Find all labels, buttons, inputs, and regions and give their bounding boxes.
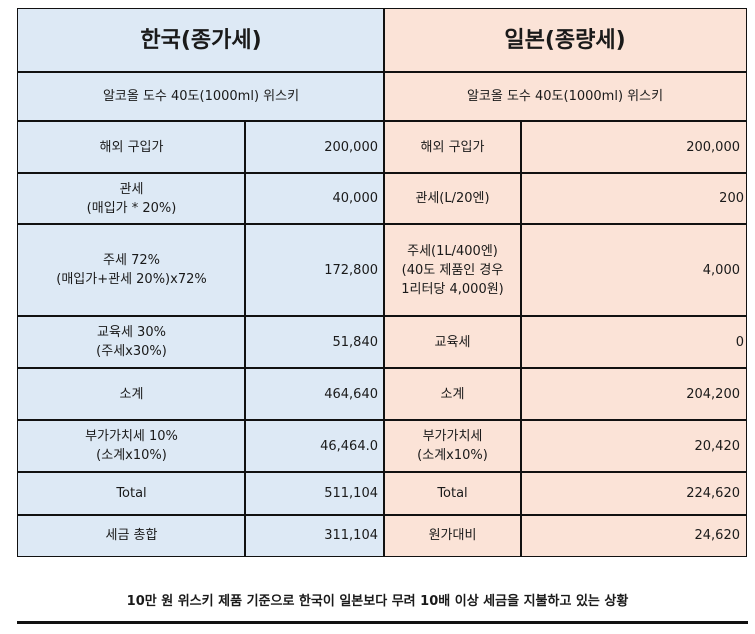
korea-row-value: 51,840 (245, 316, 384, 368)
japan-subtitle: 알코올 도수 40도(1000ml) 위스키 (384, 72, 746, 121)
row-divider (18, 471, 746, 473)
bottom-rule (17, 621, 748, 624)
korea-row-label: 주세 72% (매입가+관세 20%)x72% (18, 224, 245, 316)
japan-row-label: 교육세 (384, 316, 521, 368)
row-divider (18, 71, 746, 73)
tax-comparison-table: 한국(종가세) 일본(종량세) 알코올 도수 40도(1000ml) 위스키 알… (17, 8, 747, 557)
japan-title: 일본(종량세) (384, 9, 746, 72)
korea-row-value: 511,104 (245, 472, 384, 515)
korea-row-label: 관세 (매입가 * 20%) (18, 173, 245, 224)
korea-row-value: 464,640 (245, 368, 384, 420)
japan-row-label: 원가대비 (384, 515, 521, 556)
korea-row-value: 172,800 (245, 224, 384, 316)
column-divider (244, 121, 246, 556)
korea-row-value: 311,104 (245, 515, 384, 556)
japan-row-value: 24,620 (521, 515, 746, 556)
japan-row-value: 20,420 (521, 420, 746, 472)
korea-row-label: 세금 총합 (18, 515, 245, 556)
japan-row-value: 200 (521, 173, 746, 224)
japan-row-label: Total (384, 472, 521, 515)
japan-row-value: 224,620 (521, 472, 746, 515)
korea-row-value: 40,000 (245, 173, 384, 224)
korea-row-label: 부가가치세 10% (소계x10%) (18, 420, 245, 472)
japan-row-label: 주세(1L/400엔) (40도 제품인 경우 1리터당 4,000원) (384, 224, 521, 316)
row-divider (18, 172, 746, 174)
japan-row-label: 관세(L/20엔) (384, 173, 521, 224)
korea-row-value: 200,000 (245, 121, 384, 173)
row-divider (18, 315, 746, 317)
japan-row-value: 200,000 (521, 121, 746, 173)
japan-row-value: 4,000 (521, 224, 746, 316)
japan-row-label: 부가가치세 (소계x10%) (384, 420, 521, 472)
japan-row-label: 소계 (384, 368, 521, 420)
korea-row-label: 교육세 30% (주세x30%) (18, 316, 245, 368)
korea-row-label: 소계 (18, 368, 245, 420)
korea-title: 한국(종가세) (18, 9, 384, 72)
korea-subtitle: 알코올 도수 40도(1000ml) 위스키 (18, 72, 384, 121)
korea-row-label: Total (18, 472, 245, 515)
japan-row-label: 해외 구입가 (384, 121, 521, 173)
row-divider (18, 419, 746, 421)
japan-row-value: 204,200 (521, 368, 746, 420)
row-divider (18, 120, 746, 122)
summary-caption: 10만 원 위스키 제품 기준으로 한국이 일본보다 무려 10배 이상 세금을… (126, 594, 629, 609)
column-divider (383, 9, 385, 556)
korea-row-value: 46,464.0 (245, 420, 384, 472)
row-divider (18, 223, 746, 225)
row-divider (18, 367, 746, 369)
japan-row-value: 0 (521, 316, 746, 368)
korea-row-label: 해외 구입가 (18, 121, 245, 173)
column-divider (520, 121, 522, 556)
row-divider (18, 514, 746, 516)
